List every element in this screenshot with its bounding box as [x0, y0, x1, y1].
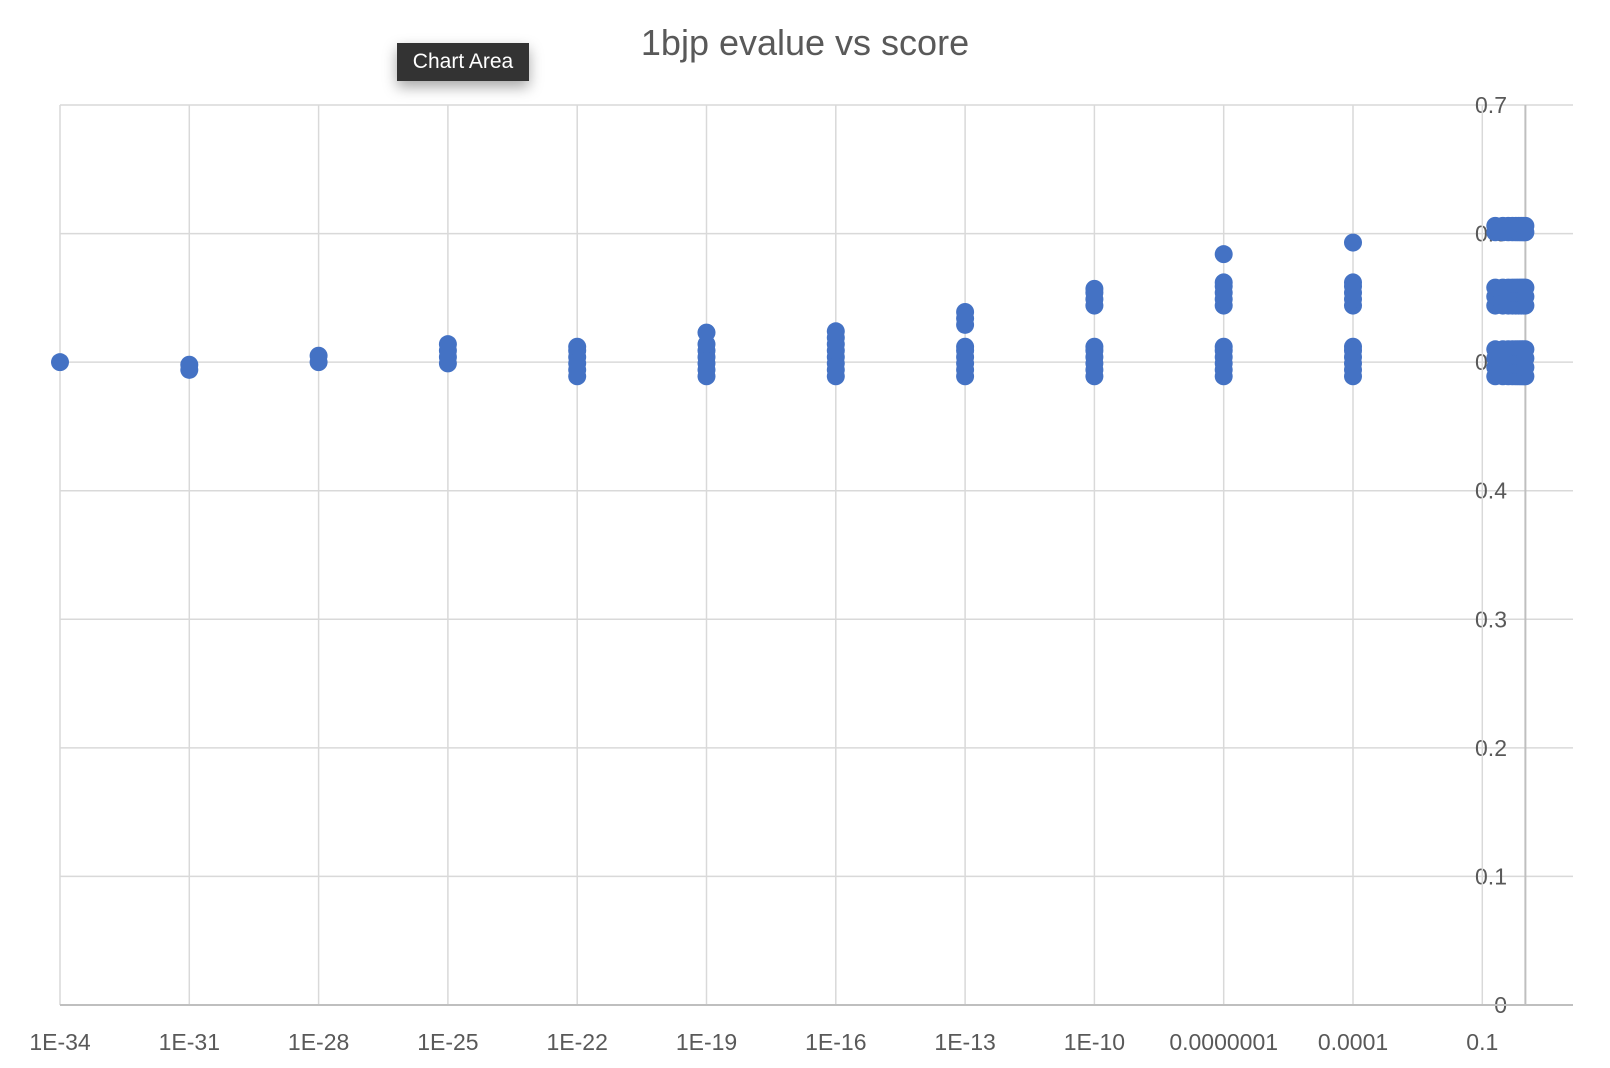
data-point: [1344, 273, 1362, 292]
data-point: [956, 337, 975, 356]
x-tick-label: 1E-31: [159, 1029, 220, 1055]
data-point: [1516, 278, 1535, 297]
x-tick-label: 0.0000001: [1169, 1029, 1278, 1055]
x-tick-label: 1E-28: [288, 1029, 349, 1055]
data-point: [438, 335, 457, 354]
data-point: [1516, 340, 1535, 359]
x-tick-label: 1E-13: [934, 1029, 995, 1055]
data-point: [568, 337, 587, 356]
x-tick-label: 1E-10: [1064, 1029, 1125, 1055]
data-point: [697, 323, 716, 342]
y-tick-label: 0.2: [1475, 735, 1507, 761]
data-point: [180, 355, 199, 374]
data-point: [1214, 273, 1233, 292]
x-tick-label: 1E-34: [29, 1029, 91, 1055]
y-tick-label: 0.4: [1475, 478, 1507, 504]
data-point: [1214, 245, 1233, 264]
data-point: [51, 353, 69, 372]
data-point: [826, 322, 845, 341]
data-point: [1085, 337, 1104, 356]
x-tick-label: 0.0001: [1318, 1029, 1388, 1055]
x-tick-label: 1E-25: [417, 1029, 478, 1055]
x-tick-label: 1E-22: [547, 1029, 608, 1055]
chart-area-tooltip: Chart Area: [397, 43, 529, 81]
data-point: [1344, 337, 1362, 356]
data-point: [1344, 233, 1362, 252]
x-tick-label: 0.1: [1466, 1029, 1498, 1055]
y-tick-label: 0.1: [1475, 863, 1507, 889]
y-tick-label: 0.3: [1475, 606, 1507, 632]
data-point: [956, 303, 975, 321]
x-tick-label: 1E-16: [805, 1029, 866, 1055]
data-point: [1085, 279, 1104, 298]
y-tick-label: 0.7: [1475, 92, 1507, 118]
x-tick-label: 1E-19: [676, 1029, 737, 1055]
data-point: [1214, 337, 1233, 356]
data-point: [309, 346, 328, 365]
chart-title: 1bjp evalue vs score: [640, 22, 970, 63]
data-point: [1516, 216, 1535, 235]
